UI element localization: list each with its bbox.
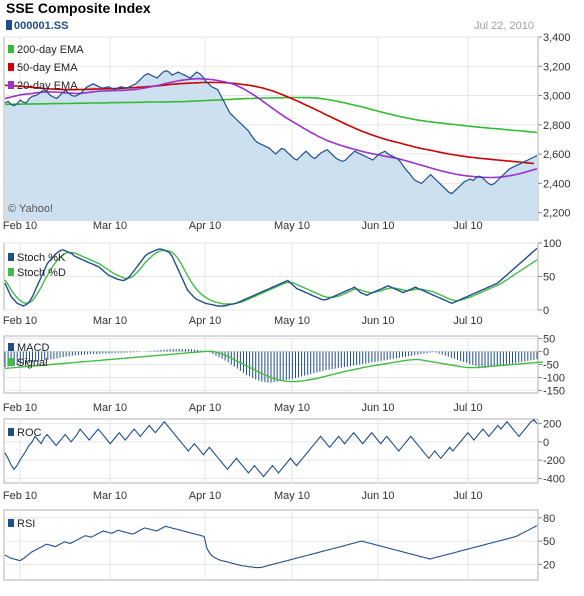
x-tick-label: Mar 10 — [93, 402, 127, 414]
y-tick-label: 0 — [543, 305, 549, 317]
legend-swatch — [8, 519, 14, 527]
x-tick-label: Mar 10 — [93, 315, 127, 327]
price-line — [4, 70, 538, 195]
x-tick-label: Feb 10 — [3, 402, 37, 414]
macd-panel: 500-50-100-150 MACD Signal — [3, 334, 565, 397]
roc-panel: 200 0 -200 -400 ROC — [3, 418, 565, 485]
legend-swatch — [8, 63, 14, 71]
x-tick-label: Mar 10 — [93, 490, 127, 502]
x-tick-label: Feb 10 — [3, 490, 37, 502]
y-tick-label: -150 — [543, 385, 565, 397]
symbol-marker — [6, 20, 12, 30]
panel-frame — [3, 418, 539, 484]
legend-label: 20-day EMA — [17, 80, 78, 92]
legend-swatch — [8, 81, 14, 89]
x-tick-label: Apr 10 — [189, 402, 221, 414]
y-tick-label: 50 — [543, 536, 555, 548]
chart-title: SSE Composite Index — [6, 0, 151, 16]
legend-swatch — [8, 45, 14, 53]
legend-label: MACD — [17, 342, 49, 354]
copyright-label: © Yahoo! — [8, 203, 53, 215]
x-axis-macd: Feb 10 Mar 10 Apr 10 May 10 Jun 10 Jul 10 — [3, 402, 483, 414]
x-tick-label: Jul 10 — [453, 315, 482, 327]
price-area — [5, 70, 537, 220]
x-tick-label: May 10 — [274, 315, 310, 327]
x-tick-label: Jul 10 — [453, 490, 482, 502]
y-tick-label: 50 — [543, 334, 555, 346]
rsi-line — [4, 525, 538, 569]
x-axis-roc: Feb 10 Mar 10 Apr 10 May 10 Jun 10 Jul 10 — [3, 490, 483, 502]
y-tick-label: -100 — [543, 372, 565, 384]
roc-line — [4, 419, 538, 478]
x-tick-label: Feb 10 — [3, 315, 37, 327]
x-tick-label: Feb 10 — [3, 220, 37, 232]
y-tick-label: -50 — [543, 360, 559, 372]
ema200-line — [5, 96, 538, 134]
legend-swatch — [8, 343, 14, 351]
y-tick-label: -200 — [543, 455, 565, 467]
x-tick-label: Apr 10 — [189, 220, 221, 232]
x-tick-label: Apr 10 — [189, 315, 221, 327]
panel-frame — [3, 509, 539, 581]
y-tick-label: 200 — [543, 419, 561, 431]
y-tick-label: 3,200 — [543, 61, 571, 73]
x-tick-label: Mar 10 — [93, 220, 127, 232]
stoch-d-line — [4, 249, 538, 305]
y-tick-label: -400 — [543, 473, 565, 485]
stoch-k-line — [4, 247, 538, 307]
y-tick-label: 0 — [543, 437, 549, 449]
y-tick-label: 3,400 — [543, 32, 571, 44]
y-tick-label: 3,000 — [543, 91, 571, 103]
legend-label: Stoch %D — [17, 267, 66, 279]
rsi-panel: 80 50 20 RSI — [3, 509, 555, 581]
x-tick-label: May 10 — [274, 490, 310, 502]
date-label: Jul 22, 2010 — [474, 20, 534, 32]
y-tick-label: 2,800 — [543, 120, 571, 132]
y-tick-label: 2,400 — [543, 178, 571, 190]
legend-swatch — [8, 358, 14, 366]
legend-swatch — [8, 268, 14, 276]
ema20-line — [4, 77, 538, 179]
y-tick-label: 50 — [543, 272, 555, 284]
symbol-label: 000001.SS — [14, 20, 68, 32]
x-tick-label: May 10 — [274, 402, 310, 414]
x-tick-label: Jul 10 — [453, 220, 482, 232]
price-panel: 3,400 3,200 3,000 2,800 2,600 2,400 2,200 200-d… — [3, 32, 571, 221]
x-tick-label: Jun 10 — [361, 490, 394, 502]
stochastic-panel: 100 50 0 Stoch %K Stoch %D — [3, 238, 561, 317]
x-axis-price: Feb 10 Mar 10 Apr 10 May 10 Jun 10 Jul 10 — [3, 220, 483, 232]
legend-label: ROC — [17, 427, 42, 439]
y-tick-label: 0 — [543, 347, 549, 359]
x-tick-label: Apr 10 — [189, 490, 221, 502]
legend-label: RSI — [17, 518, 35, 530]
signal-line — [4, 350, 544, 383]
legend-label: Stoch %K — [17, 252, 66, 264]
legend-label: 200-day EMA — [17, 44, 84, 56]
y-tick-label: 100 — [543, 238, 561, 250]
x-axis-stochastic: Feb 10 Mar 10 Apr 10 May 10 Jun 10 Jul 10 — [3, 315, 483, 327]
y-tick-label: 2,200 — [543, 208, 571, 220]
x-tick-label: Jul 10 — [453, 402, 482, 414]
ema50-line — [4, 81, 535, 165]
y-tick-label: 2,600 — [543, 149, 571, 161]
legend-label: Signal — [17, 357, 48, 369]
x-tick-label: Jun 10 — [361, 220, 394, 232]
x-tick-label: Jun 10 — [361, 402, 394, 414]
y-tick-label: 80 — [543, 513, 555, 525]
x-tick-label: May 10 — [274, 220, 310, 232]
legend-label: 50-day EMA — [17, 62, 78, 74]
legend-swatch — [8, 253, 14, 261]
legend-swatch — [8, 428, 14, 436]
y-tick-label: 20 — [543, 559, 555, 571]
x-tick-label: Jun 10 — [361, 315, 394, 327]
